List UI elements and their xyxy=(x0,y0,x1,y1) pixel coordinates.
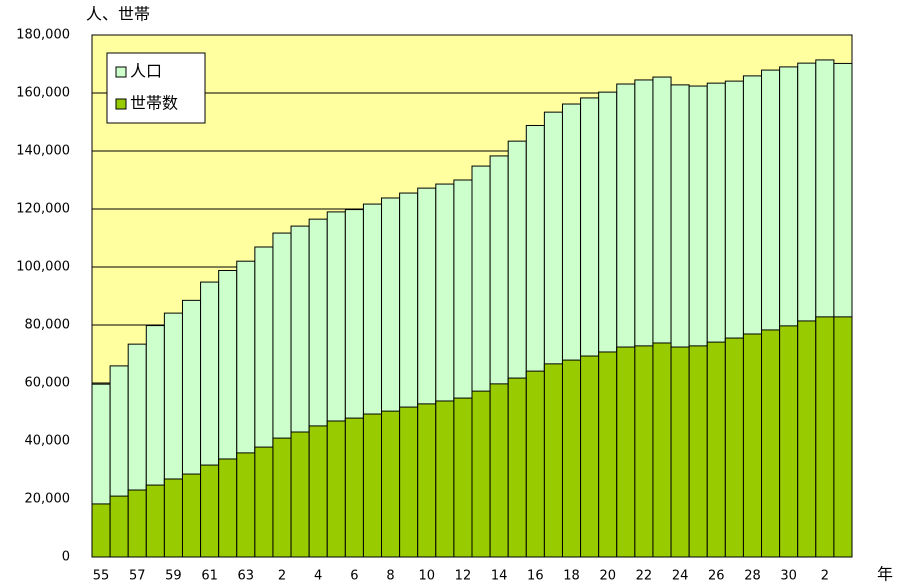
bar xyxy=(308,425,328,558)
bar xyxy=(742,333,763,558)
bar xyxy=(779,325,799,558)
y-tick-label: 160,000 xyxy=(16,86,70,101)
bar xyxy=(326,420,346,558)
legend-label: 人口 xyxy=(130,62,162,81)
bar xyxy=(218,458,238,558)
bar xyxy=(200,464,220,558)
bar xyxy=(344,417,364,558)
y-tick-label: 20,000 xyxy=(25,492,71,507)
bar xyxy=(543,363,563,558)
bar xyxy=(797,320,817,558)
legend-swatch xyxy=(115,98,127,110)
x-tick-label: 59 xyxy=(165,569,182,584)
x-tick-label: 28 xyxy=(744,569,761,584)
bar xyxy=(127,489,147,558)
x-tick-label: 6 xyxy=(350,569,358,584)
bar xyxy=(670,346,690,558)
x-tick-label: 26 xyxy=(708,569,725,584)
bar xyxy=(489,383,509,558)
x-tick-label: 61 xyxy=(201,569,218,584)
x-tick-label: 18 xyxy=(563,569,580,584)
x-tick-label: 14 xyxy=(491,569,508,584)
y-tick-label: 140,000 xyxy=(16,144,70,159)
legend-swatch xyxy=(115,66,127,78)
y-tick-label: 180,000 xyxy=(16,28,70,43)
bar xyxy=(525,370,545,558)
bar xyxy=(181,473,202,558)
x-tick-label: 8 xyxy=(386,569,394,584)
y-tick-label: 100,000 xyxy=(16,260,70,275)
plot-border xyxy=(91,34,853,558)
x-tick-label: 22 xyxy=(636,569,653,584)
y-tick-label: 80,000 xyxy=(25,318,71,333)
bar xyxy=(163,478,183,558)
legend-box xyxy=(106,52,206,124)
bar xyxy=(417,403,437,558)
bar xyxy=(290,431,310,558)
x-tick-label: 16 xyxy=(527,569,544,584)
bar xyxy=(598,351,618,558)
bar xyxy=(561,359,582,558)
bar xyxy=(724,337,744,558)
x-tick-label: 2 xyxy=(278,569,286,584)
x-tick-label: 2 xyxy=(821,569,829,584)
bar xyxy=(109,495,129,558)
x-tick-label: 10 xyxy=(418,569,435,584)
bar xyxy=(381,410,401,558)
bar xyxy=(616,346,636,558)
legend-label: 世帯数 xyxy=(130,94,178,113)
bar xyxy=(688,345,708,558)
bar xyxy=(471,390,491,558)
bar xyxy=(145,484,165,558)
y-axis-title: 人、世帯 xyxy=(86,5,150,24)
bar xyxy=(634,345,654,558)
x-tick-label: 24 xyxy=(672,569,689,584)
x-tick-label: 30 xyxy=(780,569,797,584)
bar xyxy=(399,406,419,558)
y-tick-label: 120,000 xyxy=(16,202,70,217)
bar xyxy=(236,452,256,558)
bar xyxy=(815,316,835,558)
bar xyxy=(507,377,527,558)
bar xyxy=(254,446,274,558)
y-tick-label: 0 xyxy=(62,550,70,565)
x-tick-label: 57 xyxy=(129,569,146,584)
x-axis-title: 年 xyxy=(877,565,893,584)
bar xyxy=(652,342,672,558)
bar xyxy=(453,397,473,558)
y-tick-label: 40,000 xyxy=(25,434,71,449)
x-tick-label: 20 xyxy=(599,569,616,584)
bar xyxy=(706,341,726,558)
bar xyxy=(362,413,383,558)
bar xyxy=(833,316,853,558)
x-tick-label: 63 xyxy=(238,569,255,584)
y-tick-label: 60,000 xyxy=(25,376,71,391)
x-tick-label: 4 xyxy=(314,569,322,584)
bar xyxy=(761,329,781,558)
bar xyxy=(435,400,455,558)
x-tick-label: 55 xyxy=(93,569,110,584)
bar xyxy=(580,355,600,558)
x-tick-label: 12 xyxy=(455,569,472,584)
bar xyxy=(91,503,111,558)
bar xyxy=(272,437,292,558)
